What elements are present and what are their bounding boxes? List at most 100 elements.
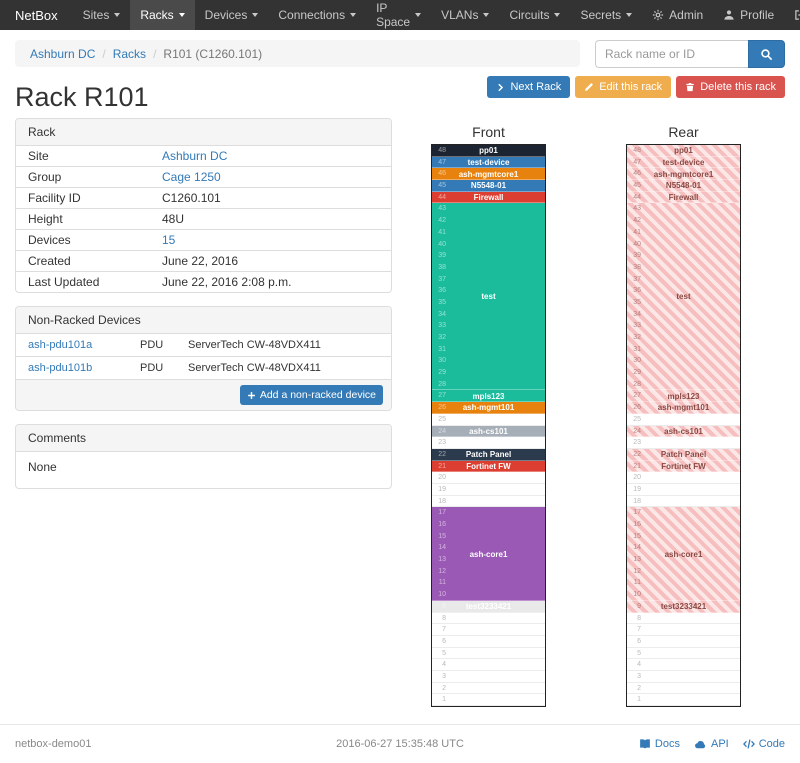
action-edit-this-rack[interactable]: Edit this rack bbox=[575, 76, 672, 98]
breadcrumb-item-racks[interactable]: Racks bbox=[112, 46, 147, 61]
add-nonracked-device-button[interactable]: Add a non-racked device bbox=[239, 385, 383, 405]
footer-link-code[interactable]: Code bbox=[742, 738, 785, 751]
rack-device-ash-mgmt101-front[interactable]: ash-mgmt101 bbox=[432, 402, 545, 414]
rack-unit-front-25: 25 bbox=[432, 414, 545, 426]
comments-panel-title: Comments bbox=[16, 425, 391, 452]
attr-label: Devices bbox=[16, 229, 150, 251]
device-label: ash-mgmtcore1 bbox=[653, 169, 714, 179]
nav-item-log-out[interactable]: Log out bbox=[784, 0, 800, 30]
nav-item-admin[interactable]: Admin bbox=[642, 0, 713, 30]
rack-unit-front-2: 2 bbox=[432, 683, 545, 695]
rack-attr-row: Facility ID C1260.101 bbox=[16, 187, 391, 209]
nav-item-label: Connections bbox=[278, 8, 346, 22]
nav-item-sites[interactable]: Sites bbox=[73, 0, 131, 30]
button-label: Edit this rack bbox=[599, 81, 663, 93]
device-label: mpls123 bbox=[667, 391, 700, 401]
rack-unit-rear-18: 18 bbox=[627, 496, 740, 508]
device-name-link[interactable]: ash-pdu101a bbox=[28, 339, 93, 351]
rack-elevation-rear: Rear 48 47 46 45 44 43 42 41 40 39 38 37 36 35 34 33 32 3… bbox=[625, 125, 742, 707]
rack-device-test-rear[interactable]: test bbox=[627, 203, 740, 391]
unit-number: 6 bbox=[637, 637, 641, 645]
rack-panel-title: Rack bbox=[16, 119, 391, 146]
rack-unit-rear-23: 23 bbox=[627, 437, 740, 449]
rack-device-ash-cs101-rear[interactable]: ash-cs101 bbox=[627, 425, 740, 438]
device-label: Patch Panel bbox=[660, 450, 707, 460]
rack-device-test-front[interactable]: test bbox=[432, 203, 545, 391]
rack-device-mpls123-front[interactable]: mpls123 bbox=[432, 390, 545, 403]
rack-device-mpls123-rear[interactable]: mpls123 bbox=[627, 390, 740, 403]
unit-number: 19 bbox=[438, 485, 446, 493]
rack-unit-rear-8: 8 bbox=[627, 613, 740, 625]
rack-device-fortinet-fw-front[interactable]: Fortinet FW bbox=[432, 460, 545, 473]
breadcrumb-separator: / bbox=[102, 46, 106, 61]
rack-elevation-front: Front 48 47 46 45 44 43 42 41 40 39 38 37 36 35 34 33 32… bbox=[430, 125, 547, 707]
page-head: Next Rack Edit this rack Delete this rack … bbox=[15, 74, 785, 118]
device-label: ash-cs101 bbox=[664, 426, 703, 436]
rack-attr-row: Last Updated June 22, 2016 2:08 p.m. bbox=[16, 271, 391, 292]
nav-item-circuits[interactable]: Circuits bbox=[499, 0, 570, 30]
rack-device-test-device-front[interactable]: test-device bbox=[432, 156, 545, 169]
search-button[interactable] bbox=[748, 40, 785, 68]
rack-attr-row: Height 48U bbox=[16, 208, 391, 230]
rack-device-ash-mgmtcore1-rear[interactable]: ash-mgmtcore1 bbox=[627, 168, 740, 181]
rack-unit-front-1: 1 bbox=[432, 694, 545, 706]
footer-link-api[interactable]: API bbox=[694, 738, 729, 751]
rack-device-ash-cs101-front[interactable]: ash-cs101 bbox=[432, 425, 545, 438]
rack-search-input[interactable] bbox=[595, 40, 748, 68]
logout-icon bbox=[794, 9, 800, 21]
attr-label: Created bbox=[16, 250, 150, 272]
nav-user-menu: Admin Profile Log out bbox=[642, 0, 800, 30]
rack-device-ash-core1-rear[interactable]: ash-core1 bbox=[627, 507, 740, 601]
attr-value-link[interactable]: Ashburn DC bbox=[162, 149, 228, 163]
netbox-brand[interactable]: NetBox bbox=[15, 7, 58, 23]
rack-device-fortinet-fw-rear[interactable]: Fortinet FW bbox=[627, 460, 740, 473]
device-role: PDU bbox=[128, 356, 176, 379]
topbar: Ashburn DC / Racks / R101 (C1260.101) bbox=[15, 40, 785, 68]
breadcrumb-item-ashburn-dc[interactable]: Ashburn DC bbox=[30, 46, 96, 61]
footer-link-docs[interactable]: Docs bbox=[639, 738, 680, 751]
rack-device-test3233421-front[interactable]: test3233421 bbox=[432, 600, 545, 613]
unit-number: 18 bbox=[633, 497, 641, 505]
rack-device-pp01-front[interactable]: pp01 bbox=[432, 145, 545, 157]
nav-item-devices[interactable]: Devices bbox=[195, 0, 269, 30]
attr-value: 48U bbox=[150, 208, 391, 230]
rack-device-patch-panel-rear[interactable]: Patch Panel bbox=[627, 448, 740, 461]
nav-item-profile[interactable]: Profile bbox=[713, 0, 784, 30]
device-role: PDU bbox=[140, 339, 164, 351]
device-name-link[interactable]: ash-pdu101b bbox=[28, 362, 93, 374]
unit-number: 18 bbox=[438, 497, 446, 505]
action-delete-this-rack[interactable]: Delete this rack bbox=[676, 76, 785, 98]
device-label: test bbox=[676, 292, 691, 302]
rack-device-test-device-rear[interactable]: test-device bbox=[627, 156, 740, 169]
breadcrumb: Ashburn DC / Racks / R101 (C1260.101) bbox=[15, 40, 580, 67]
nav-item-connections[interactable]: Connections bbox=[268, 0, 366, 30]
nav-item-racks[interactable]: Racks bbox=[130, 0, 195, 30]
nav-item-secrets[interactable]: Secrets bbox=[570, 0, 642, 30]
nav-item-vlans[interactable]: VLANs bbox=[431, 0, 499, 30]
footer-timestamp: 2016-06-27 15:35:48 UTC bbox=[336, 738, 464, 750]
rack-device-ash-mgmtcore1-front[interactable]: ash-mgmtcore1 bbox=[432, 168, 545, 181]
nav-item-label: Profile bbox=[740, 8, 775, 22]
rack-attr-row: Group Cage 1250 bbox=[16, 166, 391, 188]
rack-device-firewall-front[interactable]: Firewall bbox=[432, 191, 545, 204]
action-next-rack[interactable]: Next Rack bbox=[487, 76, 571, 98]
rack-device-firewall-rear[interactable]: Firewall bbox=[627, 191, 740, 204]
rack-device-test3233421-rear[interactable]: test3233421 bbox=[627, 600, 740, 613]
unit-number: 3 bbox=[637, 672, 641, 680]
rack-device-patch-panel-front[interactable]: Patch Panel bbox=[432, 448, 545, 461]
nav-item-ip-space[interactable]: IP Space bbox=[366, 0, 431, 30]
navbar: NetBox Sites Racks Devices Connections IP Sp… bbox=[0, 0, 800, 30]
attr-value-link[interactable]: 15 bbox=[162, 233, 176, 247]
device-label: Patch Panel bbox=[465, 450, 512, 460]
device-label: Firewall bbox=[473, 193, 504, 203]
rack-device-pp01-rear[interactable]: pp01 bbox=[627, 145, 740, 157]
rack-device-ash-core1-front[interactable]: ash-core1 bbox=[432, 507, 545, 601]
rack-device-n5548-01-front[interactable]: N5548-01 bbox=[432, 180, 545, 192]
attr-value-link[interactable]: Cage 1250 bbox=[162, 170, 221, 184]
rack-device-ash-mgmt101-rear[interactable]: ash-mgmt101 bbox=[627, 402, 740, 414]
rack-device-n5548-01-rear[interactable]: N5548-01 bbox=[627, 180, 740, 192]
nonracked-panel-title: Non-Racked Devices bbox=[16, 307, 391, 334]
rack-unit-front-19: 19 bbox=[432, 484, 545, 496]
unit-number: 25 bbox=[633, 415, 641, 423]
button-label: Delete this rack bbox=[700, 81, 776, 93]
